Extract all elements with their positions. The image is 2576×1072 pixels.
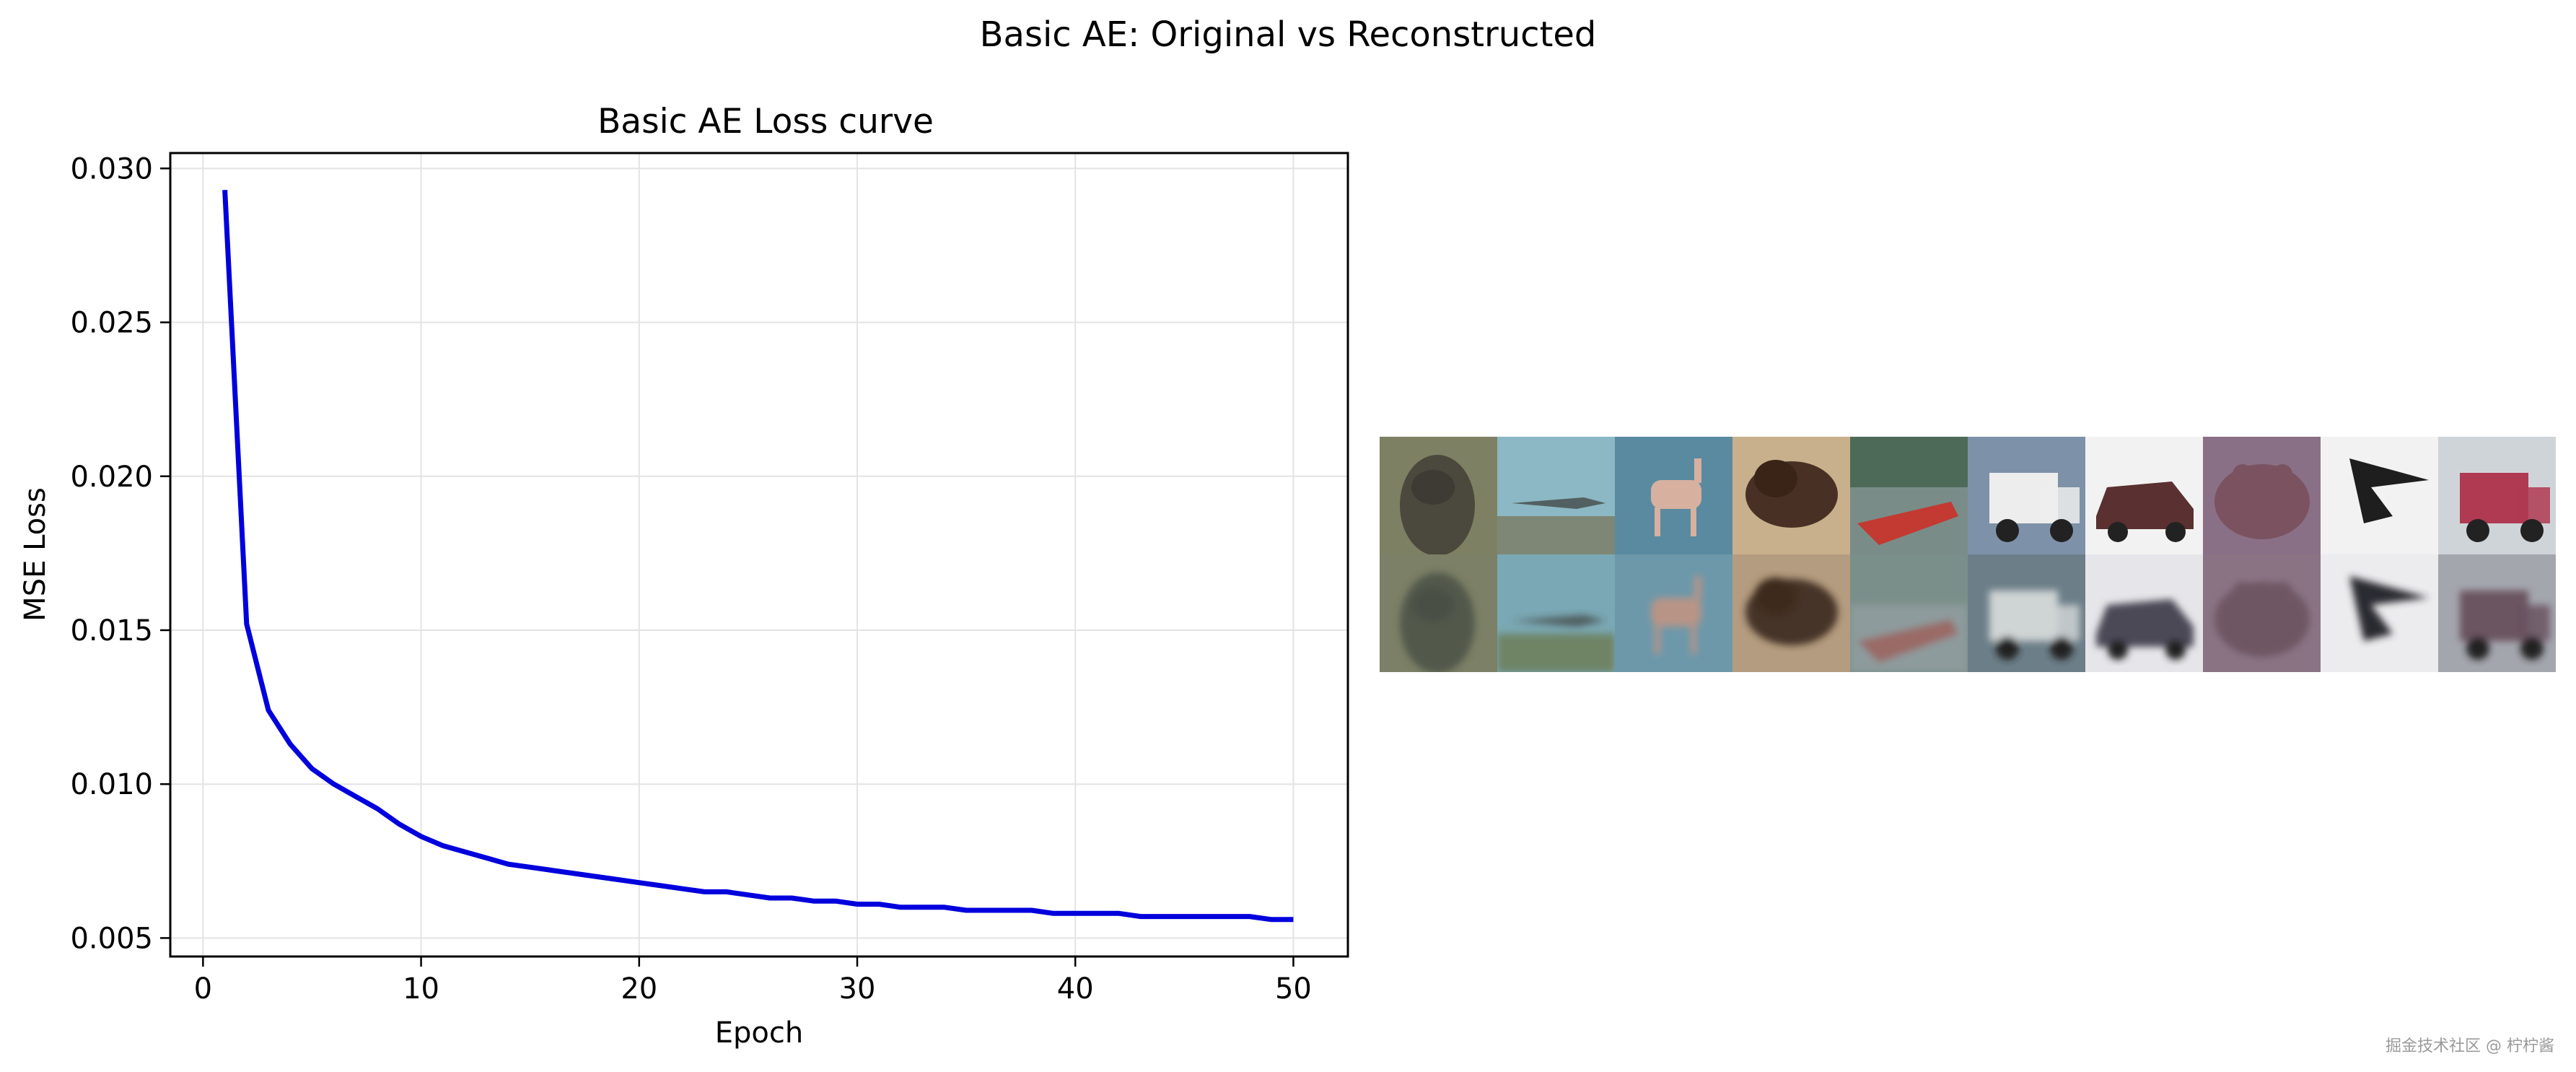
reconstruction-image-strip: [1380, 437, 2557, 672]
original-image-tile: [1850, 437, 1968, 554]
original-image-tile: [1497, 437, 1615, 554]
y-axis-ticks: 0.005 0.010 0.015 0.020 0.025 0.030: [70, 152, 170, 955]
figure-suptitle: Basic AE: Original vs Reconstructed: [979, 14, 1597, 55]
plot-frame: [169, 152, 1349, 958]
x-tick-label: 30: [839, 972, 876, 1006]
x-axis-ticks: 0 10 20 30 40 50: [194, 956, 1312, 1006]
reconstructed-image-tile: [1850, 554, 1968, 672]
series-line-mse-loss: [222, 190, 1294, 923]
original-image-tile: [2085, 437, 2203, 554]
reconstructed-image-tile: [2321, 554, 2438, 672]
reconstructed-image-tile: [1497, 554, 1615, 672]
original-image-tile: [1732, 437, 1850, 554]
original-image-tile: [1380, 437, 1497, 554]
original-image-tile: [2321, 437, 2438, 554]
original-image-tile: [2203, 437, 2321, 554]
x-tick-label: 0: [194, 972, 212, 1006]
reconstructed-image-tile: [1380, 554, 1497, 672]
watermark: 掘金技术社区 @ 柠柠酱: [2386, 1037, 2554, 1055]
x-tick-label: 40: [1057, 972, 1094, 1006]
y-axis-label: MSE Loss: [19, 487, 52, 622]
reconstructed-image-tile: [1732, 554, 1850, 672]
y-tick-label: 0.010: [70, 768, 153, 801]
x-axis-label: Epoch: [715, 1016, 803, 1050]
x-tick-label: 10: [403, 972, 439, 1006]
y-tick-label: 0.020: [70, 461, 153, 494]
original-image-tile: [1968, 437, 2085, 554]
y-tick-label: 0.005: [70, 922, 153, 955]
original-image-tile: [1615, 437, 1732, 554]
x-tick-label: 50: [1275, 972, 1312, 1006]
original-image-tile: [2438, 437, 2556, 554]
x-tick-label: 20: [621, 972, 657, 1006]
reconstructed-image-tile: [1615, 554, 1732, 672]
reconstructed-image-tile: [2438, 554, 2556, 672]
reconstructed-image-tile: [2203, 554, 2321, 672]
reconstructed-image-tile: [2085, 554, 2203, 672]
reconstructed-image-tile: [1968, 554, 2085, 672]
y-tick-label: 0.030: [70, 152, 153, 186]
y-tick-label: 0.015: [70, 614, 153, 648]
chart-grid: [170, 153, 1348, 956]
chart-title: Basic AE Loss curve: [597, 102, 934, 141]
y-tick-label: 0.025: [70, 307, 153, 340]
